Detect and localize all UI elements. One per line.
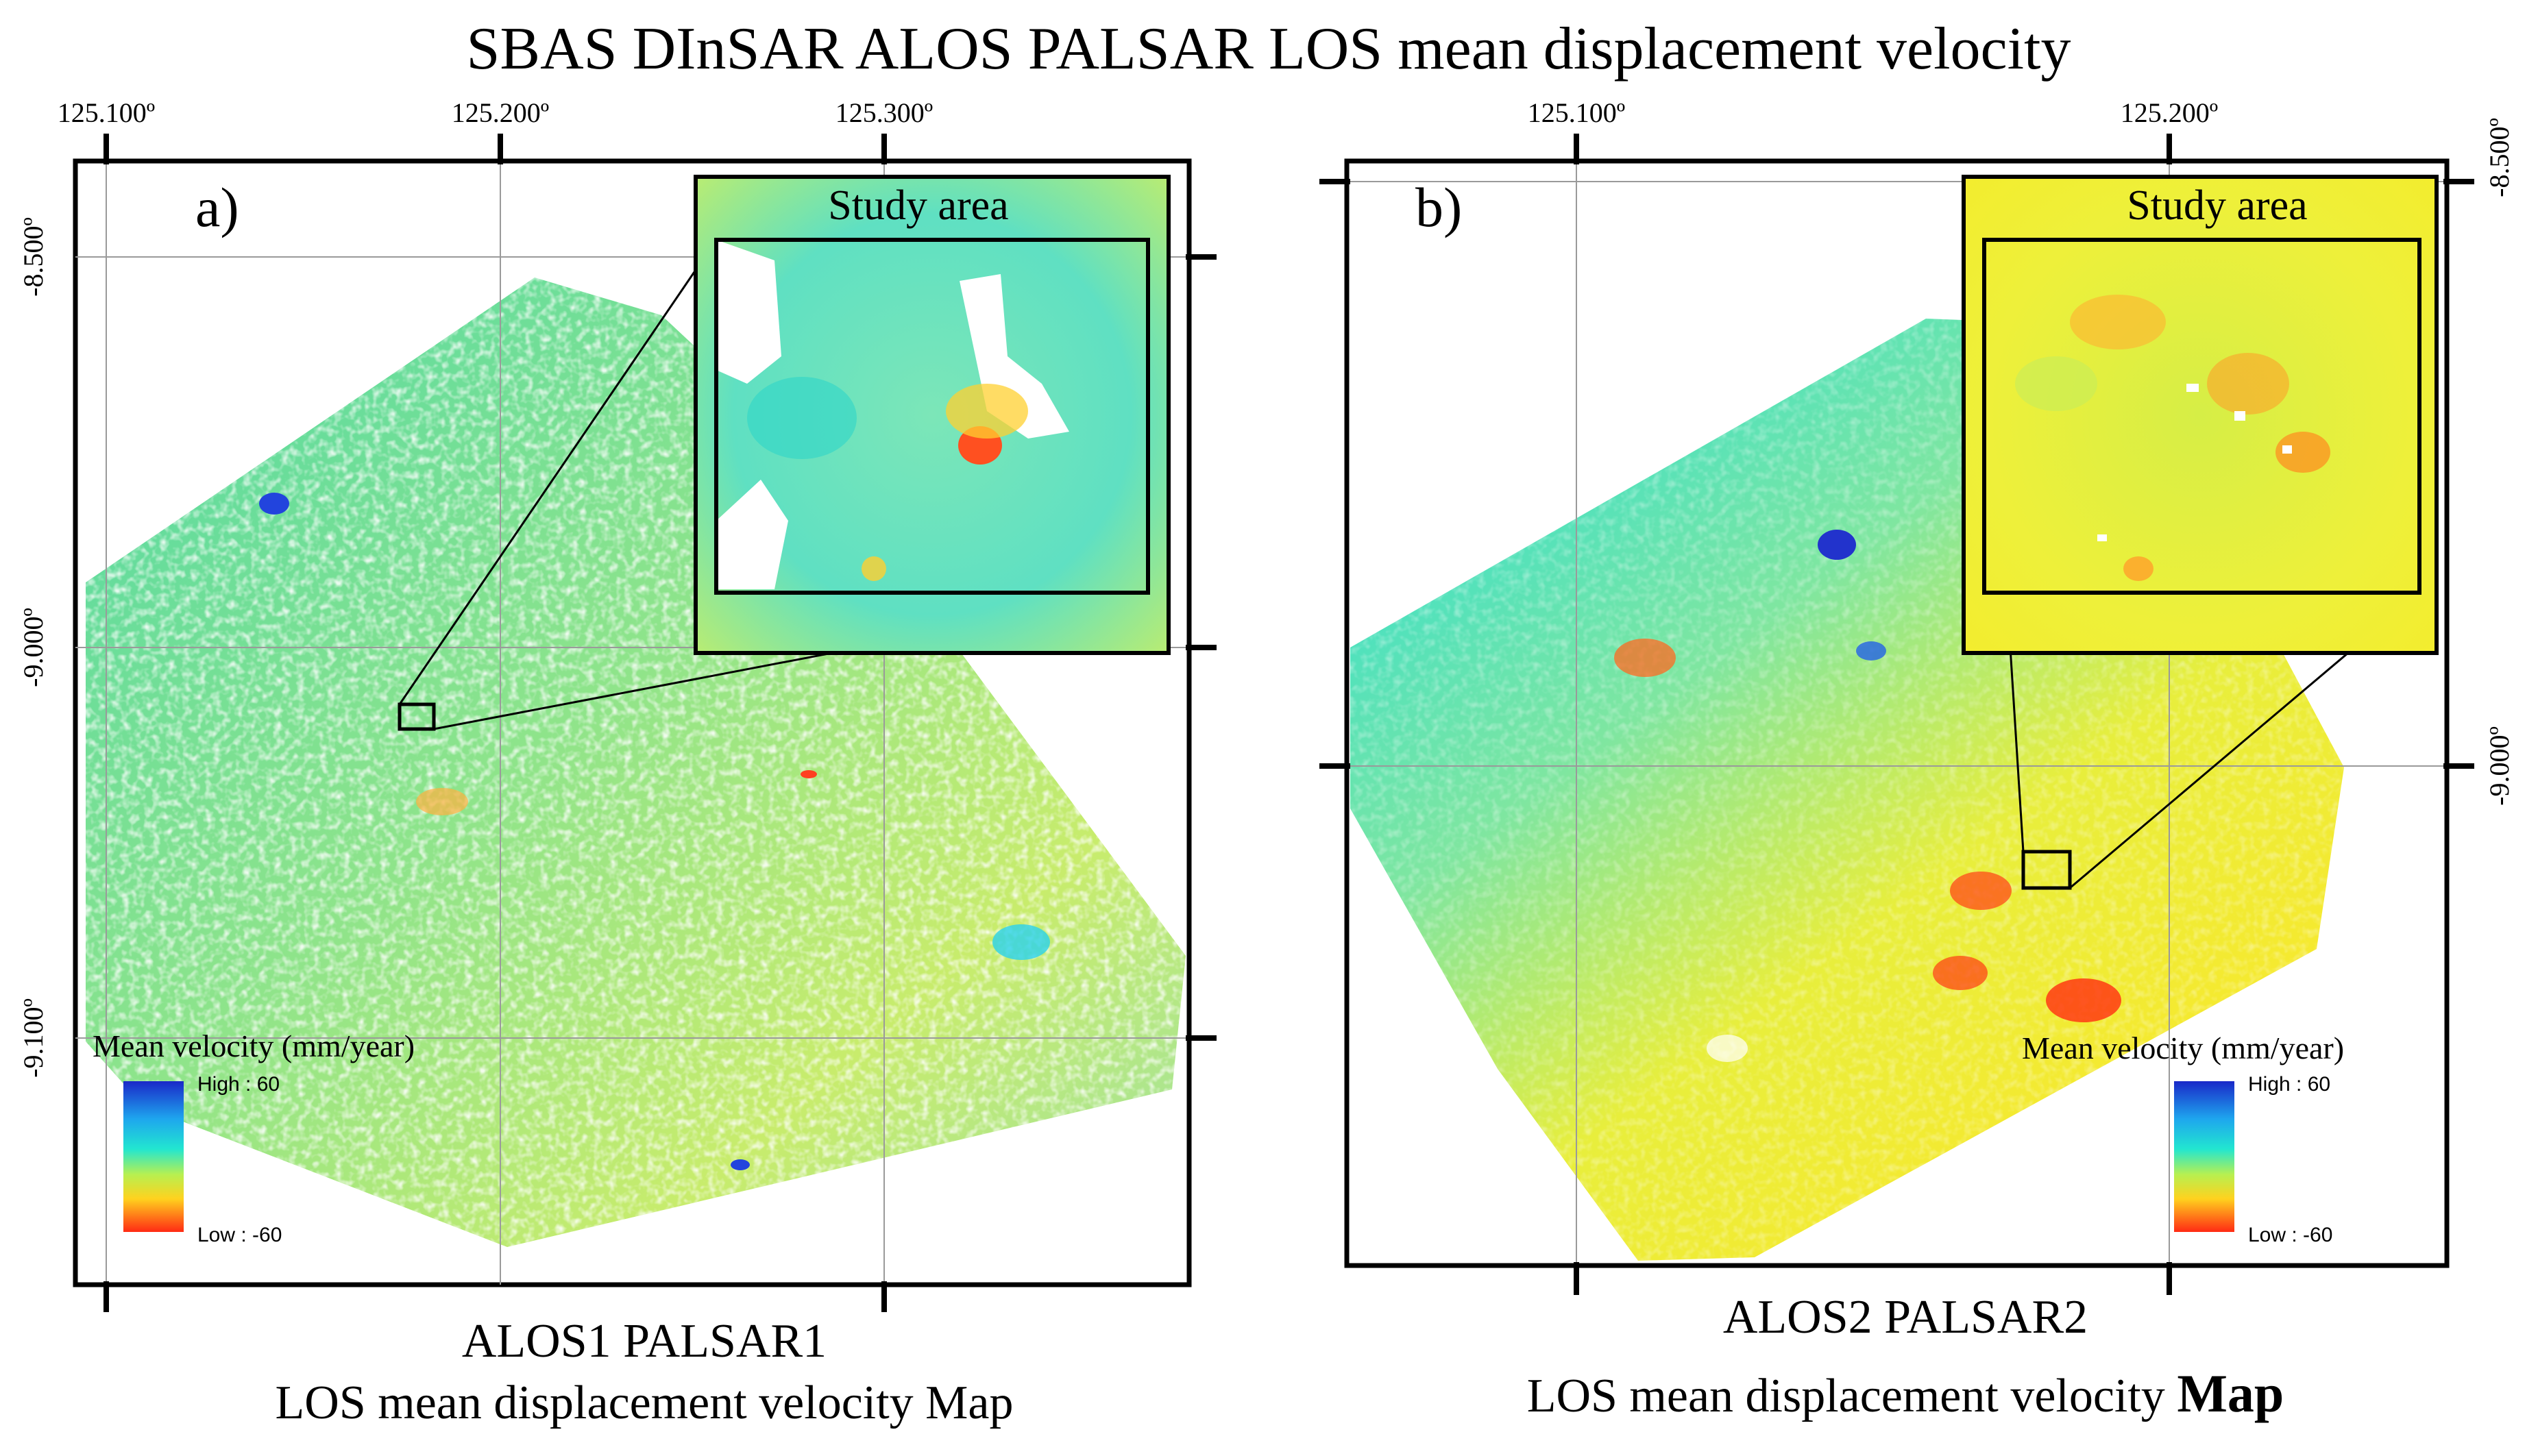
figure-title: SBAS DInSAR ALOS PALSAR LOS mean displac… bbox=[466, 16, 2071, 82]
panel-a-lon-label: 125.300º bbox=[835, 97, 933, 128]
panel-b-caption-line2: LOS mean displacement velocity Map bbox=[1527, 1364, 2284, 1423]
panel-a-lat-label: -9.000º bbox=[18, 608, 49, 687]
panel-b-legend-high: High : 60 bbox=[2248, 1073, 2330, 1096]
panel-b-legend-low: Low : -60 bbox=[2248, 1224, 2332, 1246]
panel-a-lat-label: -8.500º bbox=[18, 217, 49, 297]
panel-b-legend: Mean velocity (mm/year) High : 60 Low : … bbox=[2022, 1031, 2344, 1246]
panel-a-label: a) bbox=[195, 176, 239, 238]
panel-b-lon-label: 125.200º bbox=[2121, 97, 2218, 128]
panel-b-lat-label: -8.500º bbox=[2484, 118, 2515, 197]
panel-b-inset: Study area bbox=[1962, 175, 2439, 655]
panel-a-caption-line2: LOS mean displacement velocity Map bbox=[276, 1377, 1014, 1429]
panel-a-ticks bbox=[103, 134, 1217, 1312]
panel-a-inset: Study area bbox=[694, 175, 1171, 655]
panel-b-inset-title: Study area bbox=[2127, 182, 2307, 229]
panel-b-caption-line2-text: LOS mean displacement velocity bbox=[1527, 1370, 2165, 1422]
panel-b-lat-label: -9.000º bbox=[2484, 726, 2515, 806]
panel-b-legend-colorbar bbox=[2174, 1081, 2234, 1232]
panel-a-legend-colorbar bbox=[123, 1081, 184, 1232]
panel-a: 125.100º 125.200º 125.300º -8.500º -9.00… bbox=[18, 97, 1217, 1429]
panel-b-lon-label: 125.100º bbox=[1528, 97, 1625, 128]
panel-a-legend-low: Low : -60 bbox=[197, 1224, 282, 1246]
panel-a-study-area-marker bbox=[398, 702, 436, 731]
panel-b-caption-line2-bold: Map bbox=[2177, 1364, 2284, 1423]
panel-b-caption-line1: ALOS2 PALSAR2 bbox=[1723, 1291, 2088, 1344]
panel-a-velocity-raster bbox=[86, 277, 1186, 1247]
panel-a-lat-label: -9.100º bbox=[18, 998, 49, 1078]
panel-a-legend-title: Mean velocity (mm/year) bbox=[93, 1028, 415, 1063]
panel-a-lon-label: 125.200º bbox=[452, 97, 549, 128]
panel-a-lon-label: 125.100º bbox=[58, 97, 155, 128]
panel-b: 125.100º 125.200º -8.500º -9.000º b) Stu… bbox=[1319, 97, 2515, 1423]
panel-b-label: b) bbox=[1415, 176, 1462, 238]
panel-b-legend-title: Mean velocity (mm/year) bbox=[2022, 1031, 2344, 1065]
panel-a-legend: Mean velocity (mm/year) High : 60 Low : … bbox=[93, 1028, 415, 1246]
panel-b-study-area-marker bbox=[2021, 850, 2072, 890]
panel-b-ticks bbox=[1319, 134, 2474, 1295]
panel-a-caption-line1: ALOS1 PALSAR1 bbox=[462, 1315, 827, 1368]
panel-a-legend-high: High : 60 bbox=[197, 1073, 280, 1096]
panel-a-inset-title: Study area bbox=[828, 182, 1008, 229]
